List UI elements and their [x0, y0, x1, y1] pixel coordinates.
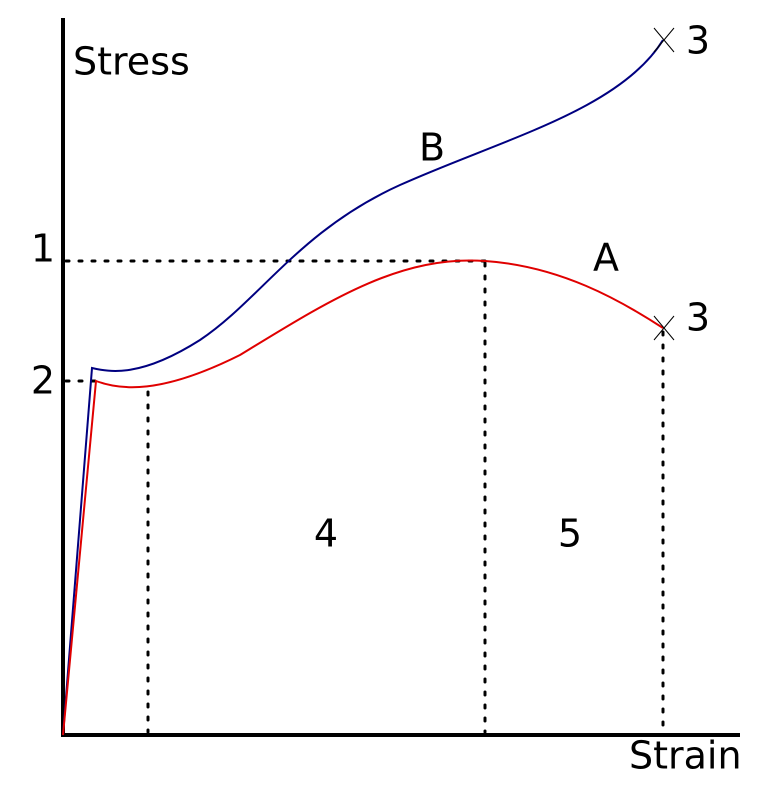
point-label: 3	[686, 296, 710, 340]
curve-a	[62, 259, 664, 736]
curve-b	[62, 39, 664, 736]
x-axis-label: Strain	[629, 734, 742, 778]
point-label: 3	[686, 19, 710, 63]
guide-lines	[64, 259, 665, 734]
region-label: 5	[558, 512, 582, 556]
y-axis-label: Stress	[73, 40, 190, 84]
point-label: 1	[31, 227, 55, 271]
curve-label: B	[419, 126, 445, 170]
fracture-mark	[653, 27, 675, 53]
fracture-mark	[653, 315, 675, 341]
point-label: 2	[31, 359, 55, 403]
region-label: 4	[314, 512, 338, 556]
curve-label: A	[593, 236, 619, 280]
fracture-marks	[653, 27, 675, 341]
